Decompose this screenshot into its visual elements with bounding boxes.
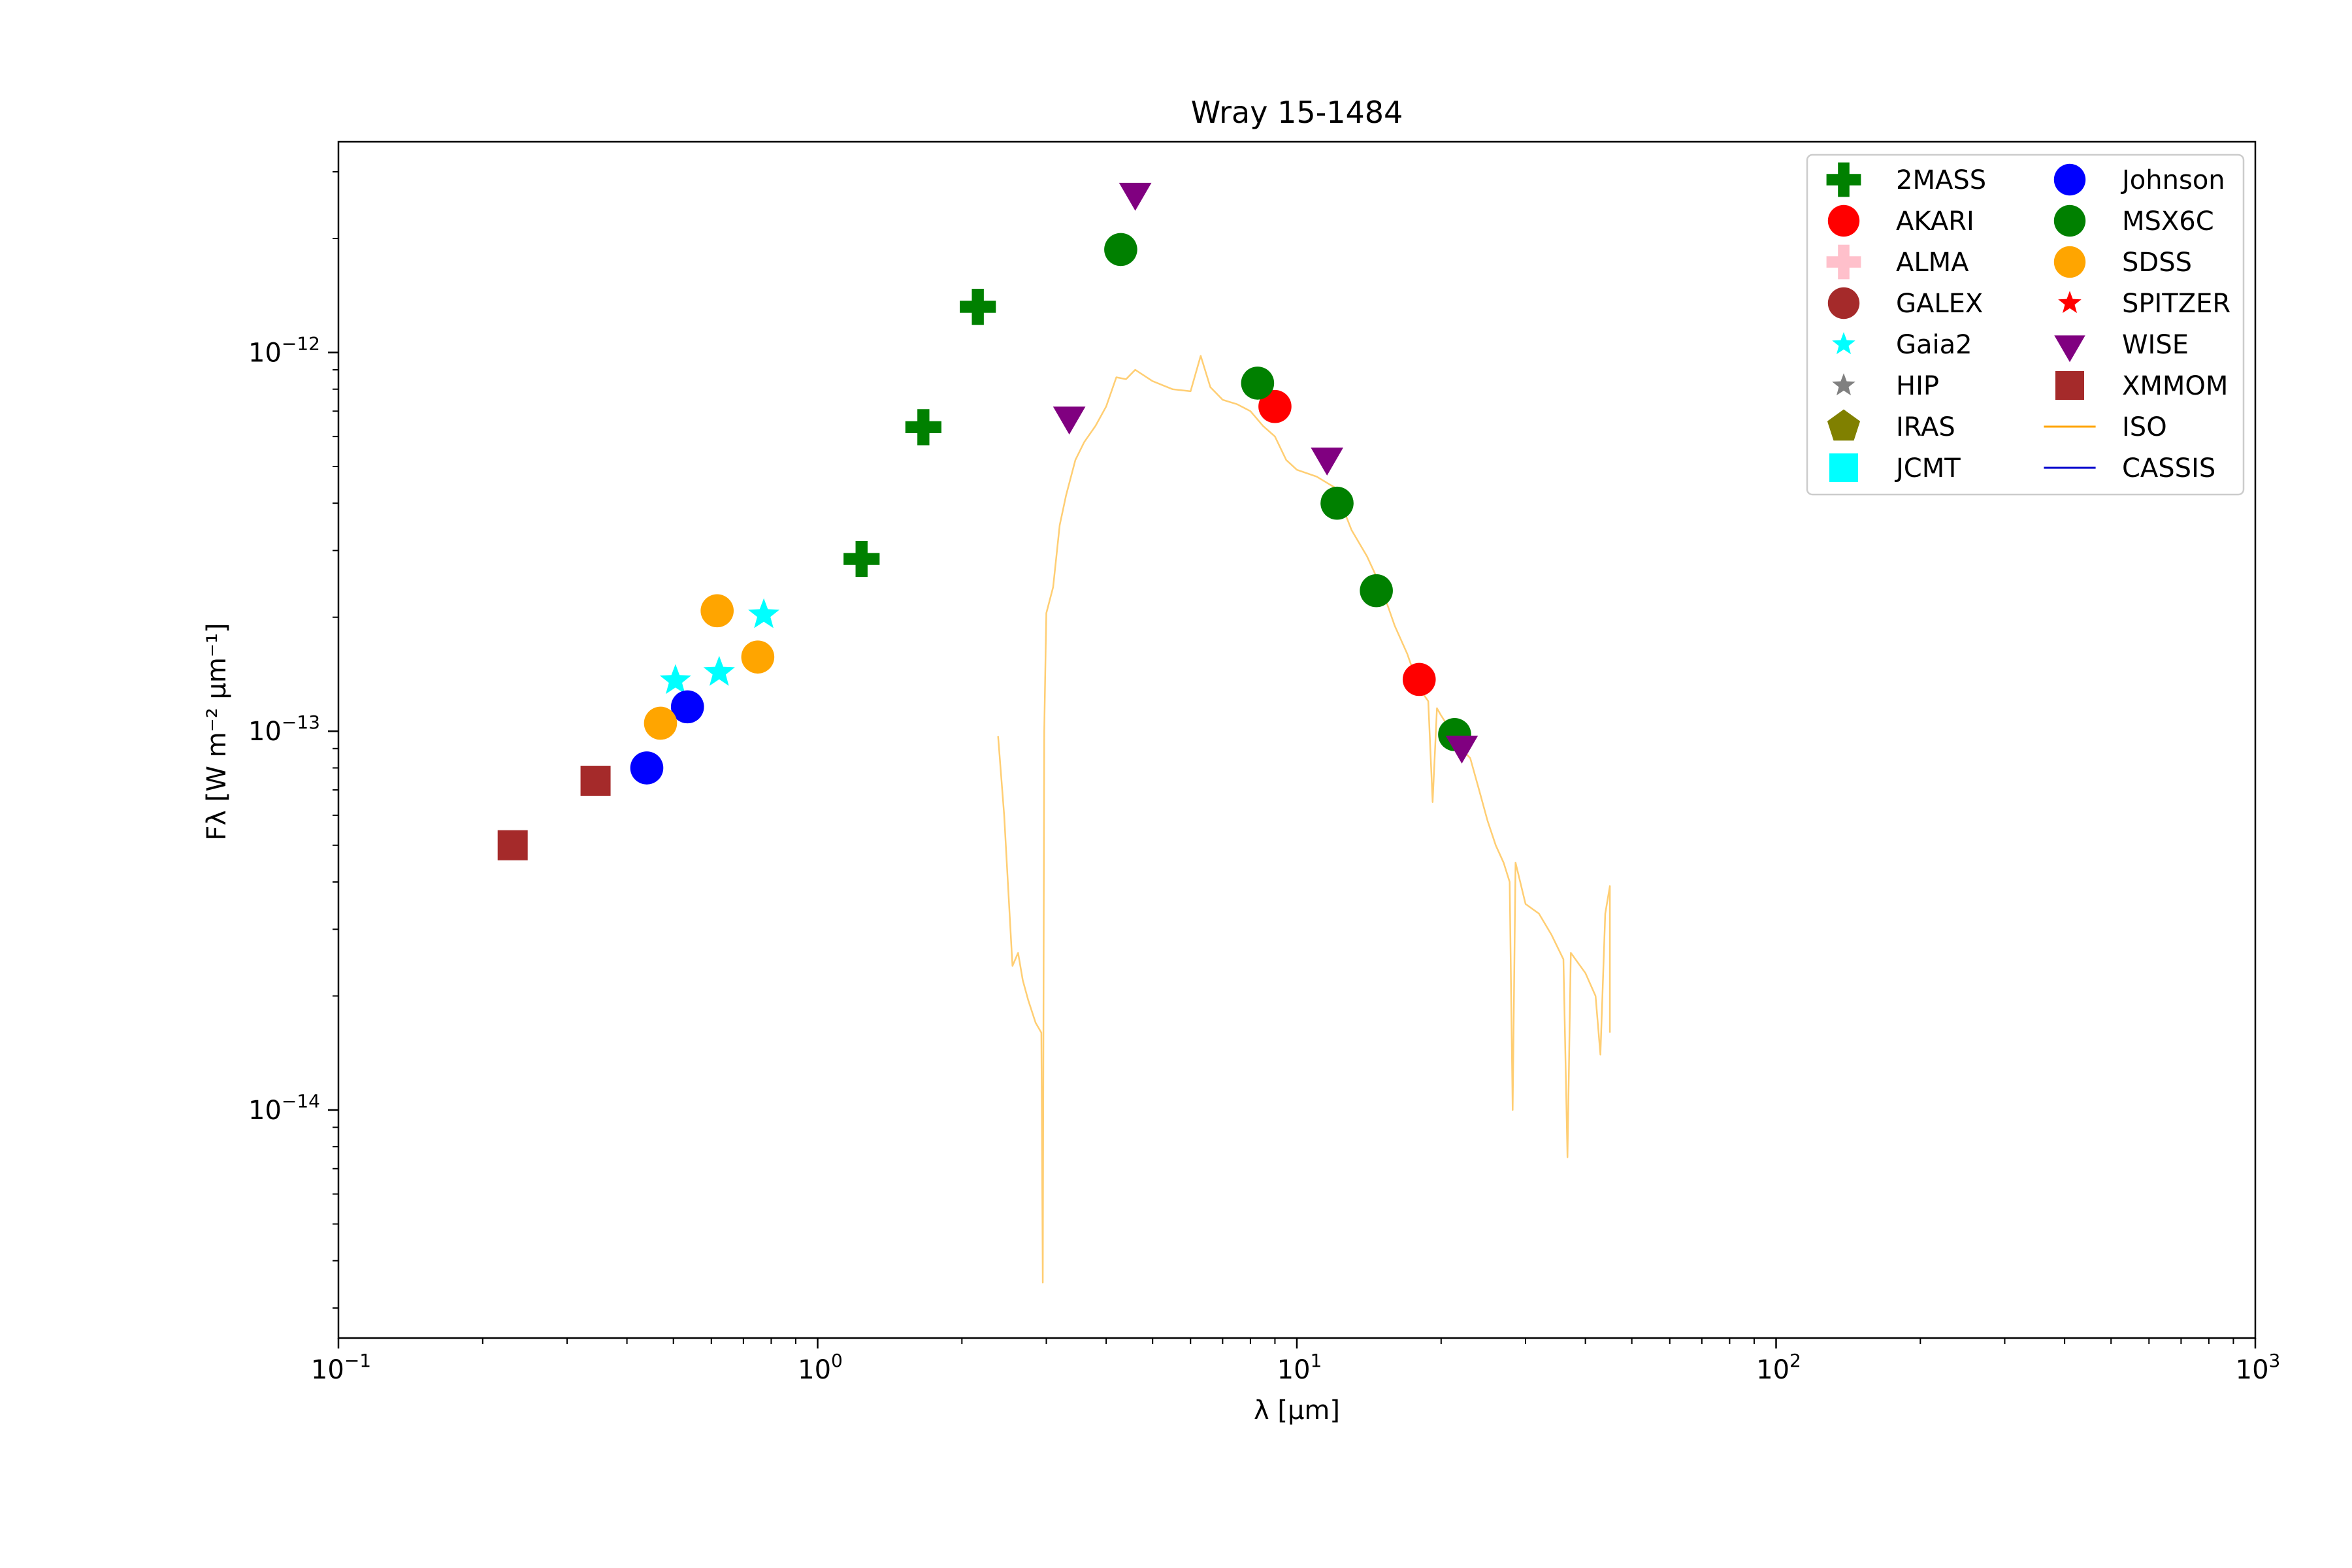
legend-label: Gaia2 [1896, 330, 1972, 360]
legend-marker-alma [1826, 244, 1861, 280]
series-line-iso [997, 355, 1611, 1284]
x-tick-label: 102 [1756, 1350, 1801, 1385]
legend-label: ALMA [1896, 248, 1969, 278]
x-tick-label: 100 [798, 1350, 843, 1385]
data-point-xmmom [580, 766, 611, 796]
data-point-wise [1053, 406, 1086, 435]
y-tick-label: 10−12 [248, 333, 320, 368]
data-point-wise [1311, 448, 1343, 476]
legend-item-wise: WISE [2054, 330, 2189, 363]
data-point-msx6c [1241, 367, 1275, 400]
data-point-sdss [741, 640, 775, 674]
x-tick-label: 103 [2236, 1350, 2281, 1385]
legend: 2MASS AKARI ALMA GALEX Gaia2 HIP IRAS JCMT Johns… [1806, 154, 2245, 496]
data-point-wise [1119, 182, 1152, 211]
legend-item-johnson: Johnson [2053, 163, 2225, 196]
y-tick-label: 10−13 [248, 711, 320, 747]
axis-ticks: 10−1 100 101 102 103 10−14 10−13 10−12 [248, 171, 2281, 1385]
legend-marker-galex [1827, 287, 1860, 319]
y-axis-label: Fλ [W m⁻² μm⁻¹] [202, 623, 232, 840]
legend-label: IRAS [1896, 412, 1955, 442]
legend-label: AKARI [1896, 206, 1974, 237]
legend-item-iras: IRAS [1827, 409, 1955, 442]
chart-title: Wray 15-1484 [1191, 95, 1403, 130]
data-point-gaia2 [659, 664, 691, 694]
legend-label: GALEX [1896, 289, 1983, 319]
data-point-gaia2 [703, 655, 735, 686]
legend-item-spitzer: SPITZER [2058, 289, 2230, 319]
legend-item-2mass: 2MASS [1826, 162, 1986, 197]
data-point-2mass [905, 409, 941, 446]
data-point-akari [1258, 389, 1292, 423]
y-tick-label: 10−14 [248, 1090, 320, 1126]
legend-marker-xmmom [2055, 371, 2084, 400]
legend-marker-sdss [2053, 246, 2086, 278]
legend-item-sdss: SDSS [2053, 246, 2192, 278]
legend-item-xmmom: XMMOM [2055, 371, 2228, 401]
legend-marker-gaia2 [1832, 332, 1855, 355]
legend-item-akari: AKARI [1827, 204, 1974, 237]
data-point-msx6c [1320, 486, 1354, 520]
data-point-msx6c [1360, 574, 1393, 608]
x-tick-label: 10−1 [311, 1350, 371, 1385]
legend-marker-hip [1832, 373, 1855, 396]
data-point-gaia2 [748, 598, 780, 629]
legend-label: Johnson [2120, 165, 2225, 195]
legend-item-cassis: CASSIS [2044, 453, 2215, 483]
legend-marker-2mass [1826, 162, 1861, 197]
legend-label: WISE [2122, 330, 2189, 360]
data-point-sdss [700, 594, 734, 628]
legend-marker-johnson [2053, 163, 2086, 196]
legend-label: 2MASS [1896, 165, 1986, 195]
legend-item-jcmt: JCMT [1829, 453, 1961, 483]
data-point-2mass [843, 540, 880, 578]
x-axis-label: λ [μm] [1254, 1396, 1340, 1426]
legend-label: HIP [1896, 371, 1939, 401]
legend-label: XMMOM [2122, 371, 2228, 401]
legend-item-hip: HIP [1832, 371, 1939, 401]
legend-marker-akari [1827, 204, 1860, 237]
legend-label: ISO [2122, 412, 2167, 442]
data-point-msx6c [1104, 233, 1137, 267]
legend-item-msx6c: MSX6C [2053, 204, 2214, 237]
legend-marker-spitzer [2058, 291, 2082, 314]
legend-label: SPITZER [2122, 289, 2230, 319]
legend-marker-jcmt [1829, 453, 1858, 482]
legend-marker-iras [1827, 409, 1861, 441]
x-tick-label: 101 [1277, 1350, 1322, 1385]
legend-item-galex: GALEX [1827, 287, 1983, 319]
legend-marker-wise [2054, 335, 2085, 363]
legend-item-iso: ISO [2044, 412, 2167, 442]
data-point-johnson [670, 690, 704, 724]
legend-box [1806, 154, 2245, 496]
data-point-johnson [630, 751, 664, 785]
legend-label: CASSIS [2122, 453, 2215, 483]
legend-marker-msx6c [2053, 204, 2086, 237]
plot-area [497, 182, 1611, 1284]
legend-item-alma: ALMA [1826, 244, 1969, 280]
data-point-sdss [644, 706, 678, 740]
data-point-akari [1402, 662, 1436, 696]
legend-label: SDSS [2122, 248, 2192, 278]
legend-item-gaia2: Gaia2 [1832, 330, 1972, 360]
data-point-2mass [960, 289, 996, 325]
data-point-wise [1445, 735, 1478, 764]
legend-label: JCMT [1894, 453, 1961, 483]
legend-label: MSX6C [2122, 206, 2214, 237]
data-point-xmmom [497, 830, 528, 860]
